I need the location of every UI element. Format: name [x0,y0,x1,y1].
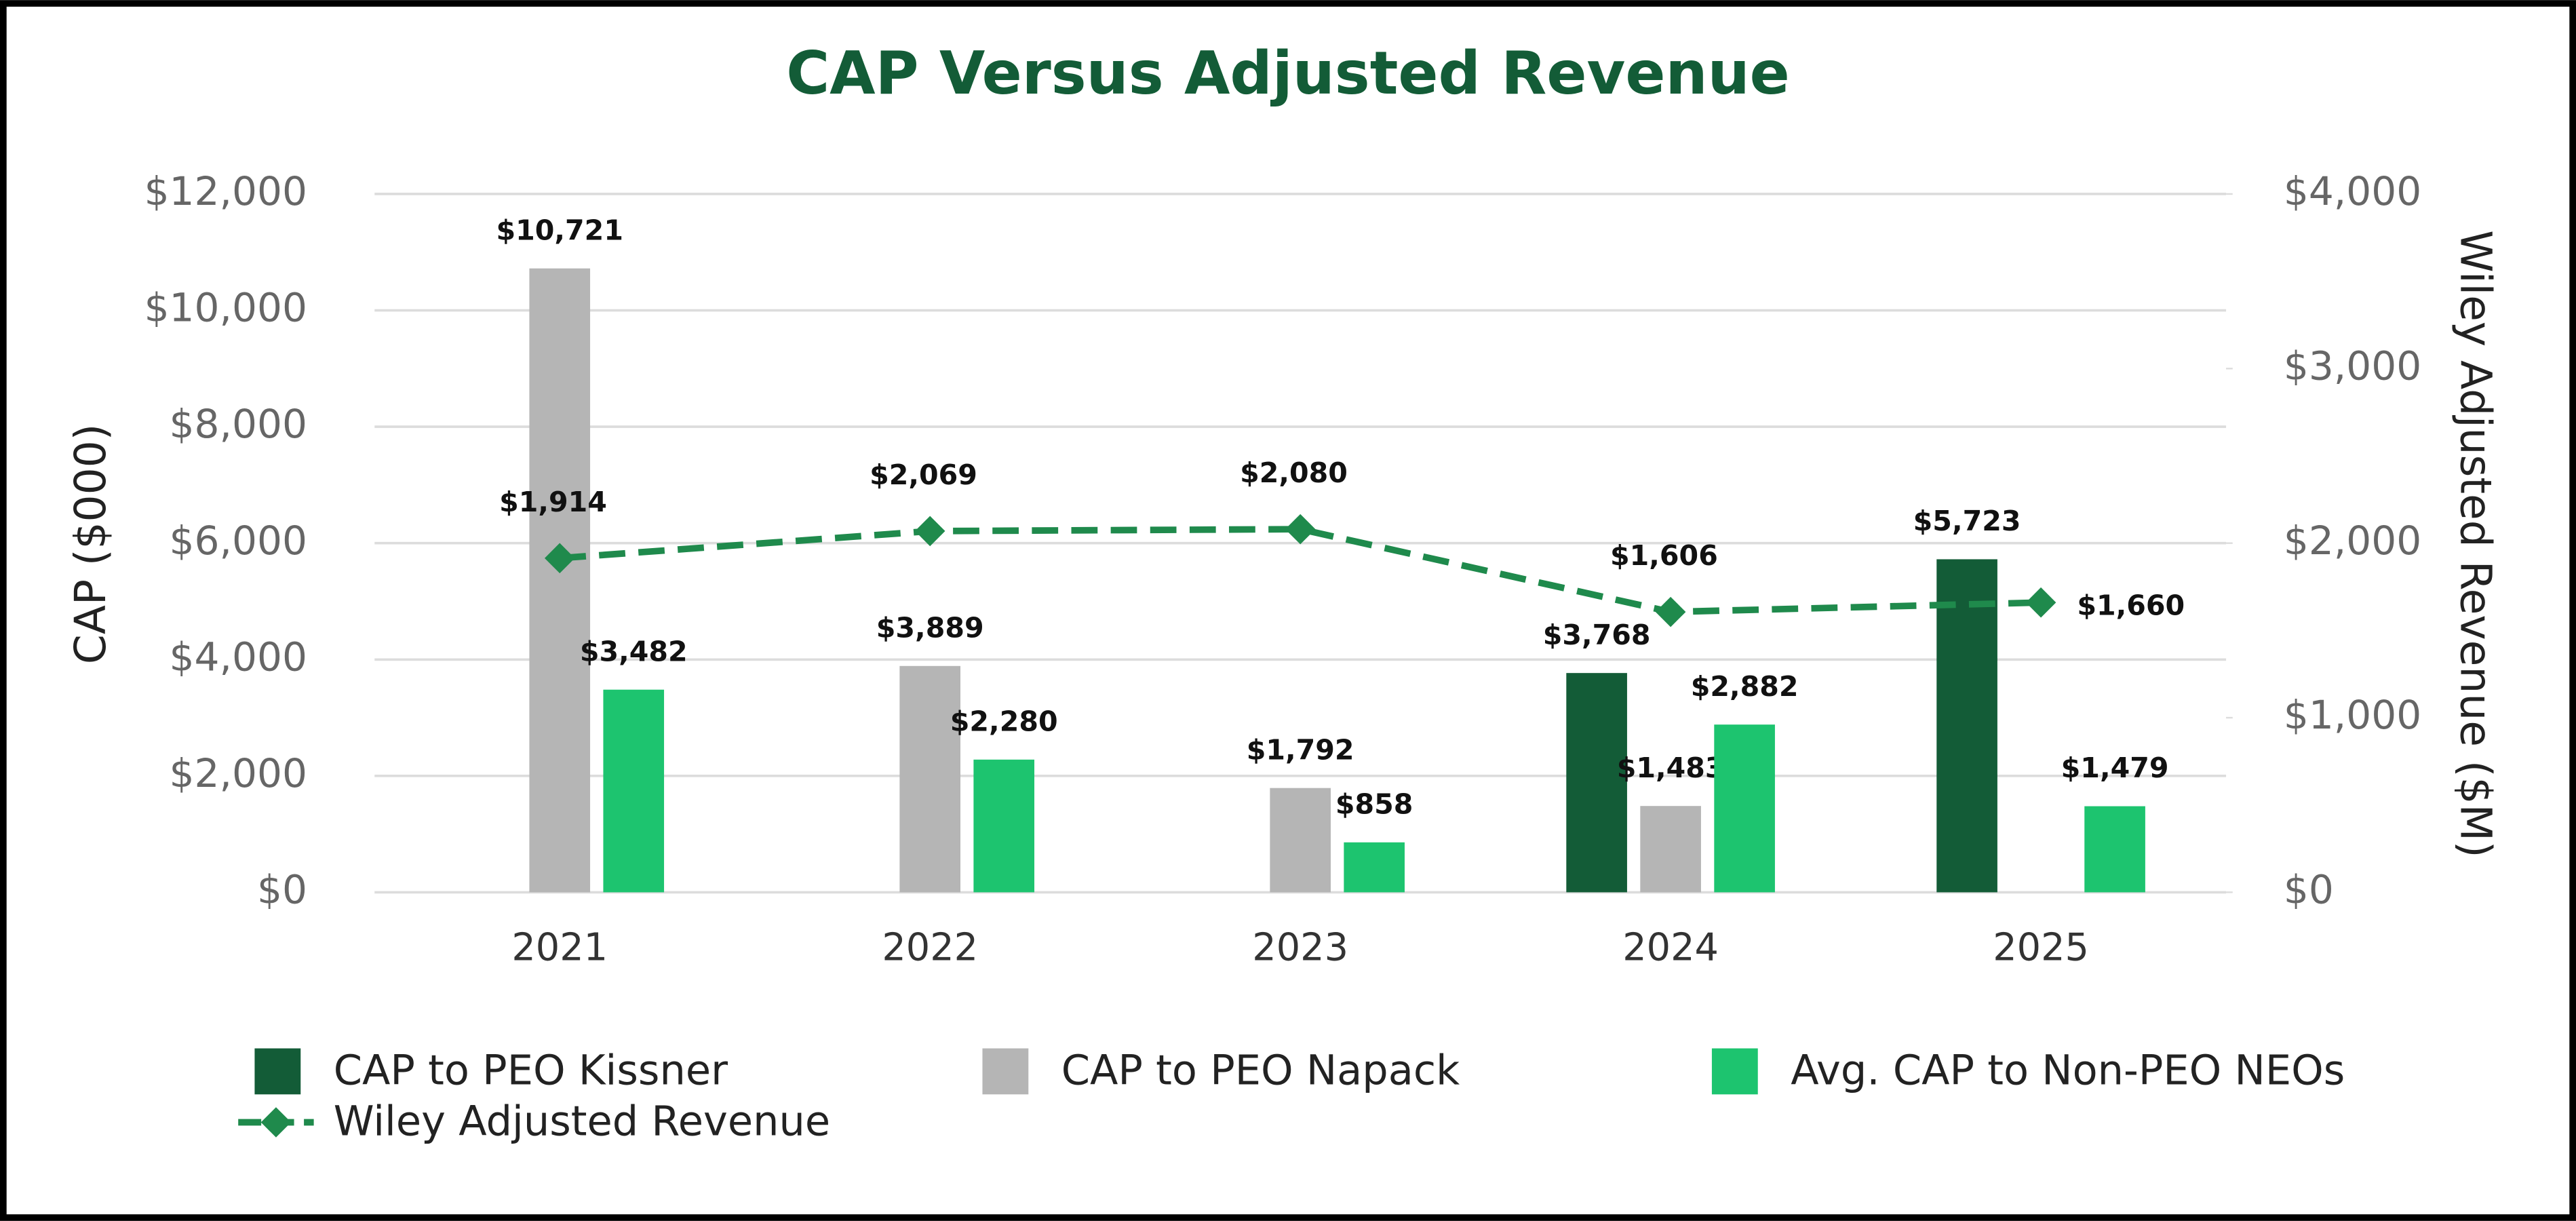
bar [2084,806,2145,893]
value-label: $3,889 [876,611,984,644]
bar [603,689,665,893]
legend-label: Avg. CAP to Non-PEO NEOs [1791,1047,2345,1094]
line-marker [914,516,945,547]
legend-swatch [254,1048,301,1095]
y-tick-label: $0 [257,867,307,913]
y-tick-label: $6,000 [170,518,307,564]
y2-tick-label: $4,000 [2284,168,2421,214]
y2-tick-label: $3,000 [2284,343,2421,389]
value-label: $2,069 [870,459,977,491]
y2-axis-label: Wiley Adjusted Revenue ($M) [2451,230,2500,857]
bar [973,759,1035,893]
value-label: $858 [1335,788,1413,821]
line-marker [1285,513,1316,545]
bar [899,665,961,893]
bar [1566,673,1627,893]
y-tick-label: $8,000 [170,401,307,447]
value-label: $1,483 [1617,752,1725,784]
bar [1270,788,1331,893]
y-tick-label: $10,000 [144,285,307,331]
y2-tick-label: $1,000 [2284,692,2421,738]
value-label: $3,768 [1543,619,1651,651]
bar [1936,559,1997,893]
bar [529,268,591,893]
y-tick-label: $2,000 [170,750,307,796]
y2-tick-label: $0 [2284,867,2334,913]
value-label: $1,792 [1247,733,1354,766]
legend-label: CAP to PEO Napack [1061,1047,1460,1094]
value-label: $5,723 [1913,505,2021,537]
x-tick-label: 2022 [882,925,978,969]
value-label: $1,479 [2061,752,2169,784]
value-label: $2,882 [1691,670,1799,703]
x-tick-label: 2021 [511,925,608,969]
bar [1640,806,1701,893]
chart-title: CAP Versus Adjusted Revenue [786,39,1790,108]
legend-marker [260,1107,292,1138]
x-tick-label: 2024 [1622,925,1719,969]
value-label: $2,080 [1240,457,1348,489]
value-label: $10,721 [496,214,623,246]
x-tick-label: 2025 [1993,925,2089,969]
legend-label: CAP to PEO Kissner [334,1047,728,1094]
value-label: $2,280 [950,705,1058,738]
value-label: $1,660 [2077,589,2185,621]
legend-swatch [982,1048,1029,1095]
legend-swatch [1711,1048,1758,1095]
bar [1344,842,1405,893]
y2-tick-label: $2,000 [2284,518,2421,564]
y-tick-label: $12,000 [144,168,307,214]
x-tick-label: 2023 [1252,925,1348,969]
bar [1714,724,1775,893]
value-label: $1,606 [1610,539,1718,572]
line-marker [544,543,575,574]
line [559,526,2042,615]
value-label: $3,482 [580,635,688,667]
value-label: $1,914 [499,486,607,518]
y-axis-label: CAP ($000) [66,424,115,664]
legend-label: Wiley Adjusted Revenue [334,1098,830,1146]
y-tick-label: $4,000 [170,634,307,680]
line-marker [2025,587,2056,618]
